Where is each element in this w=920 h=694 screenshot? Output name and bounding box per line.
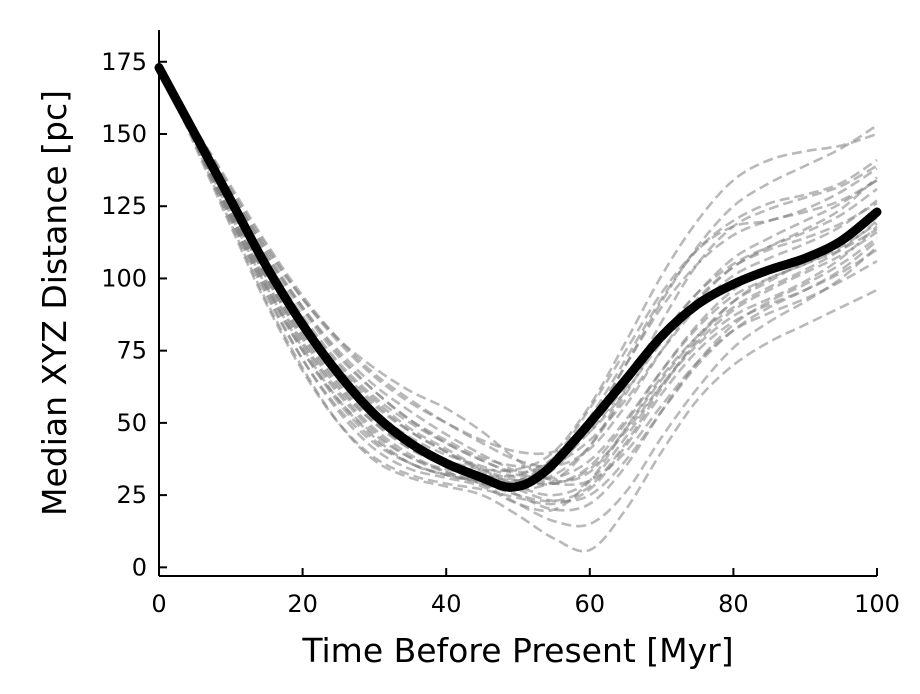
sample-line-14 <box>157 69 878 486</box>
y-tick-label: 100 <box>101 264 147 292</box>
x-ticks: 0 20 40 60 80 100 <box>151 568 900 618</box>
y-tick-label: 175 <box>101 48 147 76</box>
x-tick-label: 60 <box>575 590 606 618</box>
sample-line-18 <box>157 69 878 469</box>
sample-line-23 <box>157 64 878 484</box>
x-axis-label: Time Before Present [Myr] <box>301 631 733 670</box>
sample-line-20 <box>157 64 878 486</box>
x-tick-label: 20 <box>287 590 318 618</box>
sample-line-11 <box>157 69 878 468</box>
sample-line-13 <box>157 64 878 491</box>
y-tick-label: 125 <box>101 192 147 220</box>
sample-line-24 <box>157 69 878 456</box>
sample-line-12 <box>157 66 878 528</box>
y-ticks: 0 25 50 75 100 125 150 175 <box>101 48 167 581</box>
y-tick-label: 75 <box>116 337 147 365</box>
median-line-group <box>154 63 882 492</box>
x-tick-label: 100 <box>854 590 900 618</box>
sample-line-15 <box>157 66 878 473</box>
x-tick-label: 40 <box>431 590 462 618</box>
median-line <box>154 63 882 492</box>
sample-line-4 <box>157 69 878 483</box>
y-axis-label: Median XYZ Distance [pc] <box>35 90 74 516</box>
y-tick-label: 25 <box>116 481 147 509</box>
x-tick-label: 0 <box>151 590 166 618</box>
y-tick-label: 0 <box>132 553 147 581</box>
y-tick-label: 150 <box>101 120 147 148</box>
axes <box>158 30 877 577</box>
sample-lines <box>157 61 878 553</box>
x-tick-label: 80 <box>718 590 749 618</box>
y-tick-label: 50 <box>116 409 147 437</box>
